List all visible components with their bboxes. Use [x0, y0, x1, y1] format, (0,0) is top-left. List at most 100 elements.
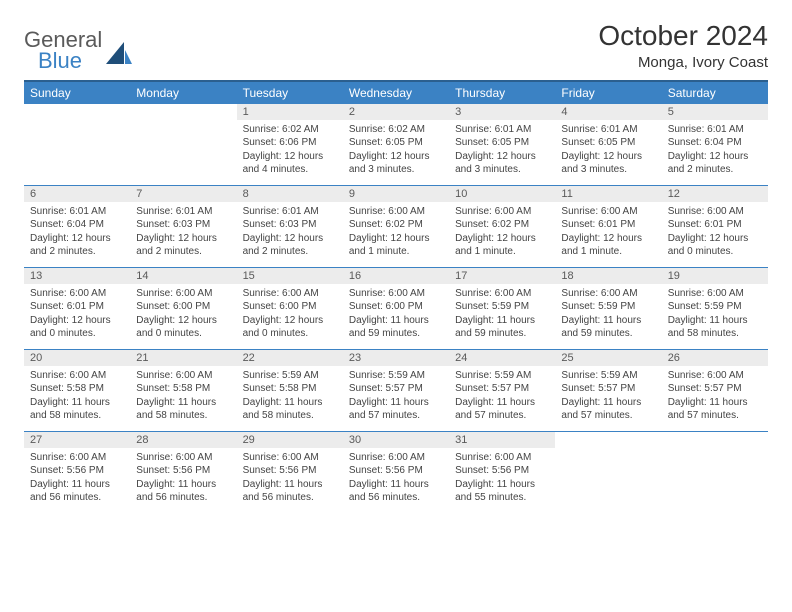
day-detail: Sunrise: 6:00 AMSunset: 5:56 PMDaylight:… [24, 448, 130, 513]
day-detail: Sunrise: 6:00 AMSunset: 6:00 PMDaylight:… [130, 284, 236, 350]
empty-cell [662, 432, 768, 448]
daylight-text: Daylight: 11 hours and 58 minutes. [136, 396, 230, 423]
daylight-text: Daylight: 12 hours and 2 minutes. [136, 232, 230, 259]
week-detail-row: Sunrise: 6:02 AMSunset: 6:06 PMDaylight:… [24, 120, 768, 186]
day-header-sunday: Sunday [24, 81, 130, 104]
week-daynum-row: 20212223242526 [24, 350, 768, 366]
sunset-text: Sunset: 6:01 PM [561, 218, 655, 232]
day-number: 21 [130, 350, 236, 366]
day-detail: Sunrise: 6:00 AMSunset: 6:01 PMDaylight:… [555, 202, 661, 268]
sunrise-text: Sunrise: 6:00 AM [455, 451, 549, 465]
day-detail: Sunrise: 6:00 AMSunset: 5:59 PMDaylight:… [449, 284, 555, 350]
day-number: 7 [130, 186, 236, 202]
sunset-text: Sunset: 5:59 PM [668, 300, 762, 314]
day-number: 15 [237, 268, 343, 284]
day-number: 13 [24, 268, 130, 284]
empty-cell [662, 448, 768, 513]
daylight-text: Daylight: 11 hours and 59 minutes. [455, 314, 549, 341]
day-number: 5 [662, 104, 768, 120]
sunset-text: Sunset: 6:01 PM [668, 218, 762, 232]
day-number: 26 [662, 350, 768, 366]
day-number: 27 [24, 432, 130, 448]
sunrise-text: Sunrise: 6:00 AM [243, 287, 337, 301]
sunset-text: Sunset: 5:56 PM [136, 464, 230, 478]
sunset-text: Sunset: 5:56 PM [243, 464, 337, 478]
sunrise-text: Sunrise: 6:00 AM [349, 205, 443, 219]
day-number: 31 [449, 432, 555, 448]
sunset-text: Sunset: 6:02 PM [349, 218, 443, 232]
daylight-text: Daylight: 11 hours and 58 minutes. [668, 314, 762, 341]
sunset-text: Sunset: 5:57 PM [561, 382, 655, 396]
sunrise-text: Sunrise: 6:00 AM [455, 205, 549, 219]
daylight-text: Daylight: 12 hours and 4 minutes. [243, 150, 337, 177]
day-detail: Sunrise: 6:00 AMSunset: 5:56 PMDaylight:… [449, 448, 555, 513]
sunrise-text: Sunrise: 6:02 AM [349, 123, 443, 137]
sunrise-text: Sunrise: 6:01 AM [243, 205, 337, 219]
sunset-text: Sunset: 6:02 PM [455, 218, 549, 232]
day-detail: Sunrise: 6:00 AMSunset: 6:02 PMDaylight:… [343, 202, 449, 268]
daylight-text: Daylight: 12 hours and 1 minute. [455, 232, 549, 259]
daylight-text: Daylight: 11 hours and 55 minutes. [455, 478, 549, 505]
day-detail: Sunrise: 6:01 AMSunset: 6:04 PMDaylight:… [24, 202, 130, 268]
day-detail: Sunrise: 5:59 AMSunset: 5:57 PMDaylight:… [555, 366, 661, 432]
day-number: 16 [343, 268, 449, 284]
sunrise-text: Sunrise: 5:59 AM [243, 369, 337, 383]
sunset-text: Sunset: 6:05 PM [455, 136, 549, 150]
sunset-text: Sunset: 5:56 PM [455, 464, 549, 478]
sunset-text: Sunset: 5:57 PM [455, 382, 549, 396]
sunrise-text: Sunrise: 6:01 AM [30, 205, 124, 219]
day-detail: Sunrise: 5:59 AMSunset: 5:57 PMDaylight:… [449, 366, 555, 432]
daylight-text: Daylight: 12 hours and 2 minutes. [30, 232, 124, 259]
week-daynum-row: 6789101112 [24, 186, 768, 202]
calendar-page: General Blue October 2024 Monga, Ivory C… [0, 0, 792, 533]
daylight-text: Daylight: 11 hours and 58 minutes. [243, 396, 337, 423]
sunset-text: Sunset: 6:05 PM [349, 136, 443, 150]
day-number: 2 [343, 104, 449, 120]
sunrise-text: Sunrise: 6:00 AM [136, 287, 230, 301]
day-header-friday: Friday [555, 81, 661, 104]
sunrise-text: Sunrise: 6:00 AM [668, 205, 762, 219]
sunrise-text: Sunrise: 6:00 AM [349, 451, 443, 465]
sunrise-text: Sunrise: 6:00 AM [455, 287, 549, 301]
daylight-text: Daylight: 12 hours and 0 minutes. [668, 232, 762, 259]
sunrise-text: Sunrise: 6:01 AM [455, 123, 549, 137]
day-detail: Sunrise: 6:01 AMSunset: 6:04 PMDaylight:… [662, 120, 768, 186]
daylight-text: Daylight: 12 hours and 3 minutes. [561, 150, 655, 177]
sunrise-text: Sunrise: 6:00 AM [30, 369, 124, 383]
day-number: 29 [237, 432, 343, 448]
week-detail-row: Sunrise: 6:01 AMSunset: 6:04 PMDaylight:… [24, 202, 768, 268]
day-detail: Sunrise: 6:01 AMSunset: 6:03 PMDaylight:… [130, 202, 236, 268]
day-detail: Sunrise: 6:00 AMSunset: 5:58 PMDaylight:… [24, 366, 130, 432]
sunrise-text: Sunrise: 5:59 AM [561, 369, 655, 383]
sunrise-text: Sunrise: 6:01 AM [136, 205, 230, 219]
sunrise-text: Sunrise: 5:59 AM [349, 369, 443, 383]
day-header-tuesday: Tuesday [237, 81, 343, 104]
day-number: 12 [662, 186, 768, 202]
daylight-text: Daylight: 12 hours and 3 minutes. [455, 150, 549, 177]
sunset-text: Sunset: 5:59 PM [561, 300, 655, 314]
daylight-text: Daylight: 11 hours and 59 minutes. [349, 314, 443, 341]
week-detail-row: Sunrise: 6:00 AMSunset: 5:56 PMDaylight:… [24, 448, 768, 513]
daylight-text: Daylight: 11 hours and 56 minutes. [30, 478, 124, 505]
week-daynum-row: 13141516171819 [24, 268, 768, 284]
daylight-text: Daylight: 12 hours and 0 minutes. [136, 314, 230, 341]
daylight-text: Daylight: 11 hours and 59 minutes. [561, 314, 655, 341]
sunrise-text: Sunrise: 6:00 AM [561, 287, 655, 301]
sunrise-text: Sunrise: 6:00 AM [30, 451, 124, 465]
day-number: 9 [343, 186, 449, 202]
day-detail: Sunrise: 6:00 AMSunset: 6:02 PMDaylight:… [449, 202, 555, 268]
daylight-text: Daylight: 11 hours and 58 minutes. [30, 396, 124, 423]
sunset-text: Sunset: 6:04 PM [668, 136, 762, 150]
daylight-text: Daylight: 12 hours and 0 minutes. [30, 314, 124, 341]
logo-blue: Blue [38, 48, 82, 73]
day-detail: Sunrise: 6:00 AMSunset: 6:01 PMDaylight:… [662, 202, 768, 268]
empty-cell [24, 104, 130, 120]
day-number: 22 [237, 350, 343, 366]
day-number: 8 [237, 186, 343, 202]
sunrise-text: Sunrise: 6:01 AM [668, 123, 762, 137]
sunrise-text: Sunrise: 6:01 AM [561, 123, 655, 137]
day-number: 6 [24, 186, 130, 202]
sunset-text: Sunset: 6:00 PM [243, 300, 337, 314]
sunrise-text: Sunrise: 6:00 AM [668, 287, 762, 301]
day-detail: Sunrise: 6:00 AMSunset: 5:56 PMDaylight:… [343, 448, 449, 513]
